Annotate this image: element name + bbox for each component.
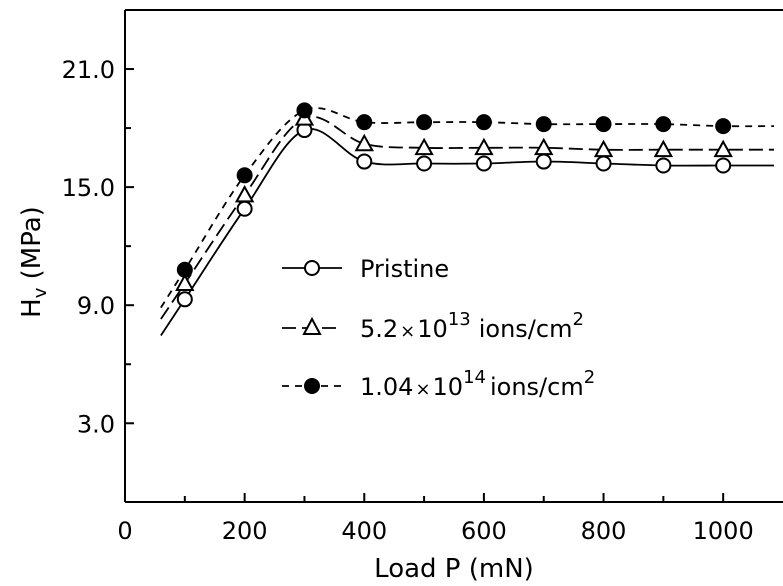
- data-point: [416, 155, 433, 172]
- y-axis-title-sub: v: [30, 287, 51, 298]
- y-ticks: 3.0 9.0 15.0 21.0: [62, 56, 134, 438]
- data-point: [354, 133, 374, 152]
- legend-label-5e13-base: 10: [417, 315, 448, 343]
- data-point: [653, 139, 674, 158]
- legend-label-1e14-exp: 14: [463, 367, 486, 388]
- x-tick-label: 1000: [693, 517, 754, 545]
- y-tick-label: 9.0: [77, 292, 115, 320]
- data-point: [655, 116, 672, 133]
- data-point: [175, 273, 195, 291]
- legend-label-1e14-coef: 1.04: [360, 373, 413, 401]
- legend-marker-1e14: [304, 378, 320, 394]
- data-point: [234, 184, 255, 203]
- series-line: [160, 115, 774, 320]
- legend-label-1e14: 1.04 ×1014 ions/cm2: [360, 367, 595, 401]
- data-point: [475, 114, 492, 131]
- legend-label-1e14-unit: ions/cm: [490, 373, 584, 401]
- legend-label-1e14-times: ×: [415, 379, 430, 400]
- y-axis-title-unit: (MPa): [17, 206, 47, 287]
- data-point: [593, 139, 614, 158]
- data-point: [356, 114, 373, 131]
- legend-marker-5e13: [302, 316, 322, 335]
- legend-marker-pristine: [304, 260, 320, 276]
- legend-label-1e14-base: 10: [433, 373, 464, 401]
- y-axis-title: Hv (MPa): [17, 206, 51, 318]
- x-axis-title: Load P (mN): [374, 554, 534, 584]
- data-point: [595, 155, 612, 172]
- data-point: [713, 139, 733, 158]
- data-point: [715, 118, 732, 135]
- svg-text:Hv (MPa): Hv (MPa): [17, 206, 51, 318]
- data-point: [414, 137, 434, 156]
- legend: Pristine 5.2 ×1013 ions/cm2 1.04 ×1014 ions/…: [282, 255, 595, 401]
- legend-label-5e13-times: ×: [400, 321, 415, 342]
- legend-label-pristine: Pristine: [360, 255, 449, 283]
- data-point: [416, 114, 433, 131]
- x-tick-label: 200: [222, 517, 268, 545]
- y-tick-label: 3.0: [77, 410, 115, 438]
- legend-label-1e14-unit-exp: 2: [584, 367, 595, 388]
- data-point: [475, 155, 492, 172]
- series-line: [160, 127, 774, 336]
- legend-label-5e13-exp: 13: [448, 309, 471, 330]
- series-line: [160, 107, 775, 309]
- y-tick-label: 21.0: [62, 56, 115, 84]
- series-markers: [175, 102, 733, 308]
- legend-item-5e13: 5.2 ×1013 ions/cm2: [282, 309, 584, 343]
- data-point: [715, 157, 732, 174]
- axes: [124, 9, 783, 503]
- legend-label-5e13-coef: 5.2: [360, 315, 398, 343]
- legend-item-pristine: Pristine: [282, 255, 449, 283]
- data-point: [296, 102, 313, 119]
- series-lines: [160, 107, 775, 336]
- data-point: [534, 137, 554, 156]
- x-tick-label: 800: [581, 517, 627, 545]
- legend-label-5e13: 5.2 ×1013 ions/cm2: [360, 309, 584, 343]
- legend-label-5e13-unit-exp: 2: [572, 309, 583, 330]
- data-point: [236, 167, 253, 184]
- data-point: [535, 116, 552, 133]
- data-point: [474, 137, 494, 156]
- y-axis-title-main: H: [17, 298, 47, 318]
- x-ticks: 0 200 400 600 800 1000: [117, 493, 754, 545]
- data-point: [655, 157, 672, 174]
- x-tick-label: 400: [341, 517, 387, 545]
- data-point: [176, 261, 193, 278]
- data-point: [595, 116, 612, 133]
- y-tick-label: 15.0: [62, 174, 115, 202]
- data-point: [236, 200, 253, 217]
- legend-label-5e13-unit: ions/cm: [479, 315, 573, 343]
- data-point: [176, 291, 193, 308]
- x-tick-label: 0: [117, 517, 132, 545]
- legend-item-1e14: 1.04 ×1014 ions/cm2: [282, 367, 595, 401]
- data-point: [535, 153, 552, 170]
- data-point: [356, 153, 373, 170]
- x-tick-label: 600: [461, 517, 507, 545]
